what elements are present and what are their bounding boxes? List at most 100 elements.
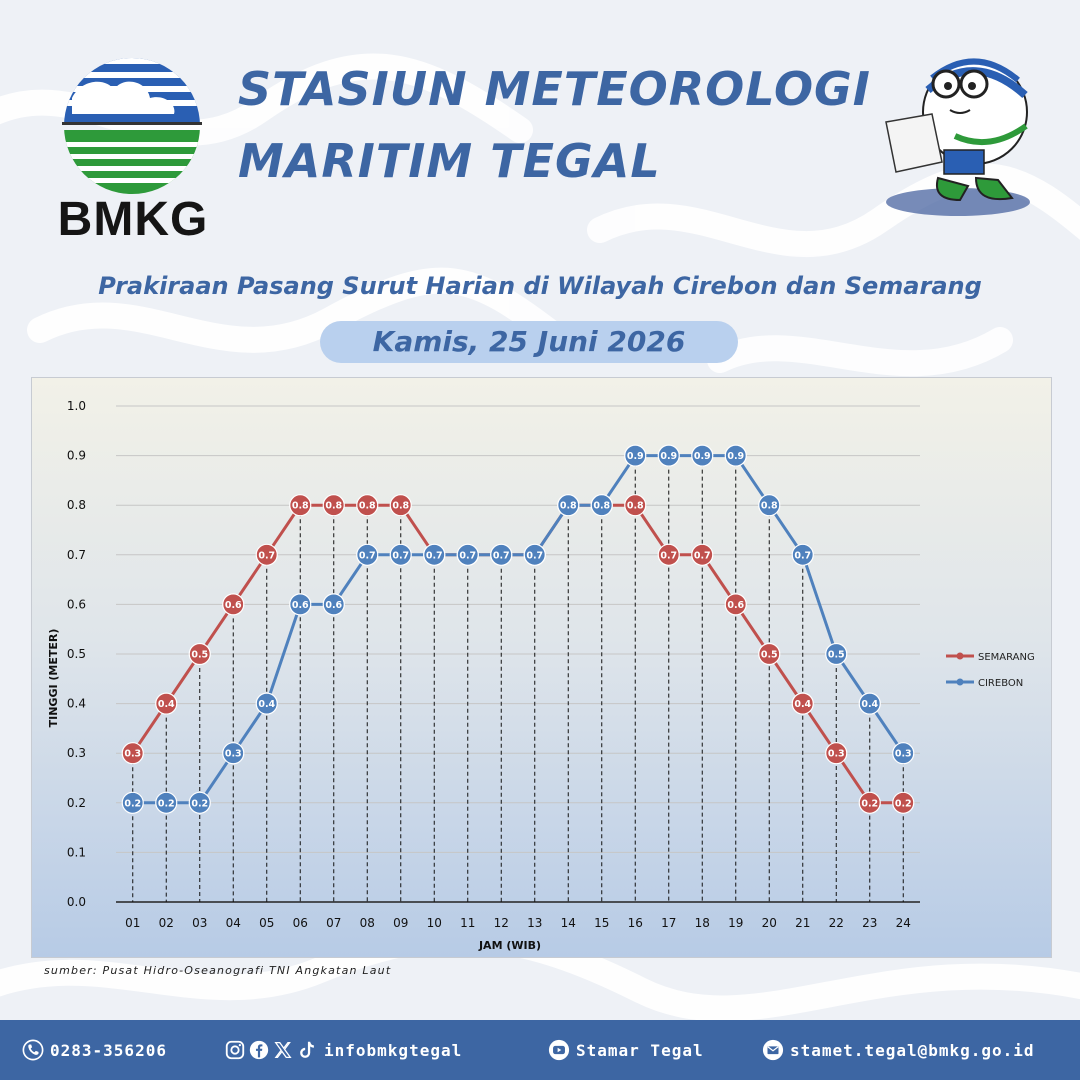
data-marker	[155, 791, 178, 814]
footer-youtube[interactable]: Stamar Tegal	[548, 1020, 704, 1080]
data-label: 0.4	[794, 699, 811, 710]
page-title-line-2: MARITIM TEGAL	[238, 134, 661, 188]
x-tick-label: 04	[226, 916, 241, 930]
data-point-cirebon: 0.2	[188, 791, 211, 814]
x-tick-label: 24	[896, 916, 911, 930]
data-marker	[892, 742, 915, 765]
data-marker	[624, 444, 647, 467]
data-label: 0.9	[694, 451, 711, 462]
data-label: 0.6	[325, 600, 342, 611]
data-marker	[356, 543, 379, 566]
data-marker	[791, 543, 814, 566]
data-label: 0.6	[225, 600, 242, 611]
data-marker	[188, 642, 211, 666]
youtube-icon	[548, 1039, 570, 1061]
data-point-semarang: 0.8	[289, 494, 312, 517]
data-point-semarang: 0.2	[858, 791, 881, 814]
data-marker	[858, 692, 881, 715]
data-label: 0.8	[392, 501, 409, 512]
data-label: 0.8	[292, 501, 309, 512]
data-marker	[289, 593, 312, 616]
data-point-semarang: 0.5	[188, 642, 211, 666]
data-marker	[892, 791, 915, 814]
y-tick-label: 0.5	[67, 647, 86, 661]
date-badge: Kamis, 25 Juni 2026	[320, 321, 738, 363]
data-label: 0.2	[895, 798, 912, 809]
data-point-cirebon: 0.6	[289, 593, 312, 616]
source-note: sumber: Pusat Hidro-Oseanografi TNI Angk…	[44, 964, 392, 977]
data-point-cirebon: 0.9	[691, 444, 714, 467]
data-marker	[121, 791, 144, 814]
data-point-cirebon: 0.4	[858, 692, 881, 715]
data-marker	[758, 494, 781, 517]
data-marker	[289, 494, 312, 517]
mascot-illustration	[885, 58, 1030, 216]
data-point-cirebon: 0.9	[624, 444, 647, 467]
tide-chart: 0.0 0.1 0.2 0.3 0.4 0.5 0.6 0.7 0.8 0.9 1.0 01 02 03…	[47, 399, 1035, 952]
x-tick-label: 16	[628, 916, 643, 930]
data-label: 0.7	[794, 550, 811, 561]
data-label: 0.8	[761, 501, 778, 512]
data-marker	[590, 494, 613, 517]
data-point-cirebon: 0.2	[155, 791, 178, 814]
mail-icon	[762, 1039, 784, 1061]
data-point-cirebon: 0.7	[356, 543, 379, 566]
data-point-cirebon: 0.9	[724, 444, 747, 467]
data-point-cirebon: 0.4	[255, 692, 278, 715]
data-marker	[456, 543, 479, 566]
data-point-cirebon: 0.3	[222, 742, 245, 765]
data-point-cirebon: 0.8	[590, 494, 613, 517]
legend-item-cirebon: CIREBON	[946, 678, 1023, 689]
data-marker	[523, 543, 546, 566]
legend-label: SEMARANG	[978, 652, 1035, 663]
data-marker	[255, 543, 278, 566]
data-points: 0.3 0.4 0.5 0.6 0.7 0.8 0.8 0.8 0.8 0.7 0.7 0.7 0.7 0…	[121, 444, 915, 814]
y-tick-label: 0.9	[67, 449, 86, 463]
data-label: 0.9	[660, 451, 677, 462]
data-label: 0.2	[191, 798, 208, 809]
phone-number: 0283-356206	[50, 1040, 167, 1060]
data-point-cirebon: 0.2	[121, 791, 144, 814]
footer-phone[interactable]: 0283-356206	[22, 1020, 167, 1080]
x-tick-label: 19	[728, 916, 743, 930]
data-marker	[188, 791, 211, 814]
x-tick-label: 17	[661, 916, 676, 930]
data-marker	[691, 444, 714, 467]
data-label: 0.7	[392, 550, 409, 561]
footer-email[interactable]: stamet.tegal@bmkg.go.id	[762, 1020, 1035, 1080]
data-marker	[389, 494, 412, 517]
data-point-cirebon: 0.7	[791, 543, 814, 566]
legend-label: CIREBON	[978, 678, 1023, 689]
data-point-cirebon: 0.3	[892, 742, 915, 765]
data-point-semarang: 0.8	[322, 494, 345, 517]
data-marker	[356, 494, 379, 517]
y-tick-label: 0.4	[67, 697, 86, 711]
x-tick-label: 20	[762, 916, 777, 930]
data-marker	[858, 791, 881, 814]
data-marker	[423, 543, 446, 566]
data-marker	[222, 742, 245, 765]
data-marker	[758, 642, 781, 666]
gridlines	[116, 405, 920, 903]
data-marker	[155, 692, 178, 715]
data-marker	[691, 543, 714, 566]
bmkg-logo	[62, 58, 202, 194]
data-label: 0.4	[258, 699, 275, 710]
x-tick-label: 12	[494, 916, 509, 930]
data-point-cirebon: 0.7	[490, 543, 513, 566]
data-point-cirebon: 0.7	[423, 543, 446, 566]
x-tick-label: 07	[326, 916, 341, 930]
data-marker	[121, 742, 144, 765]
data-marker	[724, 444, 747, 467]
x-tick-label: 15	[594, 916, 609, 930]
data-label: 0.7	[359, 550, 376, 561]
data-label: 0.7	[426, 550, 443, 561]
data-point-semarang: 0.8	[624, 494, 647, 517]
data-point-semarang: 0.6	[724, 593, 747, 616]
x-tick-label: 11	[460, 916, 475, 930]
x-tick-label: 02	[159, 916, 174, 930]
drop-lines	[132, 455, 904, 902]
social-handle: infobmkgtegal	[324, 1040, 463, 1060]
footer-social[interactable]: infobmkgtegal	[224, 1020, 462, 1080]
data-point-semarang: 0.3	[121, 742, 144, 765]
